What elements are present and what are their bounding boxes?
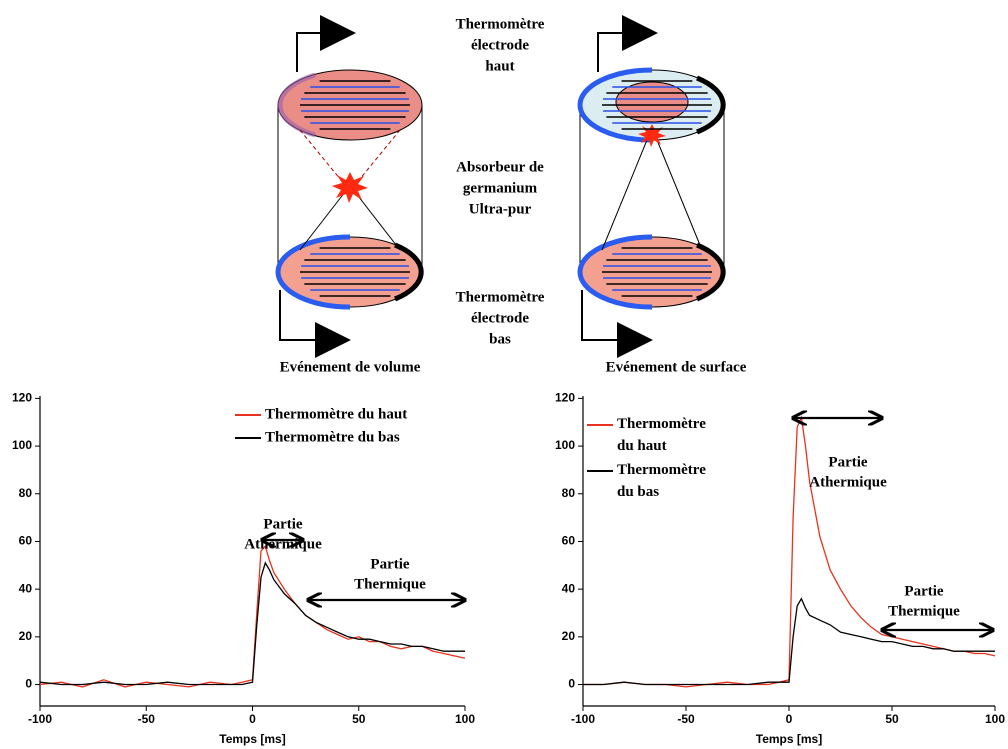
diagram-label: Thermomètre xyxy=(456,16,545,32)
annotation: Thermique xyxy=(354,576,426,592)
diagram-label: Absorbeur de xyxy=(456,159,544,175)
arc xyxy=(275,234,351,310)
diagram-label: germanium xyxy=(463,180,538,196)
ray xyxy=(354,129,401,186)
legend-label: Thermomètre du haut xyxy=(617,416,706,454)
arc xyxy=(577,234,653,310)
wire xyxy=(296,32,320,72)
arc xyxy=(696,242,726,302)
heated-zone xyxy=(615,81,689,123)
x-axis-label: Temps [ms] xyxy=(219,732,285,746)
annotation: Partie xyxy=(828,454,867,470)
y-tick-label: 0 xyxy=(568,677,575,691)
annotation: Athermique xyxy=(244,536,322,552)
arc xyxy=(277,72,316,138)
x-tick-label: 50 xyxy=(352,712,366,726)
diagram-label: Thermomètre xyxy=(456,289,545,305)
caption: Evénement de surface xyxy=(606,359,747,375)
amplifier xyxy=(622,15,658,51)
diagram-label: électrode xyxy=(471,37,529,53)
annotation: Partie xyxy=(263,516,302,532)
y-tick-label: 60 xyxy=(19,534,33,548)
x-tick-label: 0 xyxy=(249,712,256,726)
y-tick-label: 120 xyxy=(555,391,575,405)
x-tick-label: -100 xyxy=(28,712,52,726)
annotation: Partie xyxy=(904,583,943,599)
series-line xyxy=(583,597,995,686)
x-tick-label: 0 xyxy=(786,712,793,726)
ray xyxy=(299,129,346,186)
y-tick-label: 20 xyxy=(19,629,33,643)
annotation: Athermique xyxy=(809,474,887,490)
ray xyxy=(299,191,346,251)
arc xyxy=(577,67,653,143)
y-tick-label: 40 xyxy=(562,581,576,595)
wire xyxy=(581,290,617,341)
amplifier xyxy=(617,322,653,358)
ray xyxy=(354,191,401,251)
series-line xyxy=(39,544,466,688)
x-tick-label: 100 xyxy=(985,712,1005,726)
y-tick-label: 60 xyxy=(562,534,576,548)
x-tick-label: -100 xyxy=(571,712,595,726)
annotation: Thermique xyxy=(888,603,960,619)
y-tick-label: 100 xyxy=(12,438,32,452)
x-tick-label: 100 xyxy=(455,712,475,726)
series-line xyxy=(583,415,996,688)
chart: 0 20 40 60 80 100 120 -100 -50 0 50 100 Temps [ms] Th… xyxy=(555,391,1005,747)
diagram-label: bas xyxy=(489,331,511,347)
y-tick-label: 100 xyxy=(555,438,575,452)
y-tick-label: 0 xyxy=(25,677,32,691)
caption: Evénement de volume xyxy=(280,359,421,375)
arc xyxy=(394,242,424,302)
ray xyxy=(601,139,648,251)
arc xyxy=(696,75,726,135)
event xyxy=(332,172,368,203)
y-tick-label: 80 xyxy=(19,486,33,500)
diagram-label: haut xyxy=(485,58,514,74)
y-tick-label: 120 xyxy=(12,391,32,405)
legend-label: Thermomètre du bas xyxy=(617,462,706,500)
wire xyxy=(279,290,315,341)
wire xyxy=(597,32,622,72)
amplifier xyxy=(320,15,356,51)
annotation: Partie xyxy=(370,556,409,572)
series-line xyxy=(39,561,465,686)
y-tick-label: 40 xyxy=(19,581,33,595)
x-tick-label: -50 xyxy=(677,712,695,726)
y-tick-label: 20 xyxy=(562,629,576,643)
y-tick-label: 80 xyxy=(562,486,576,500)
ray xyxy=(656,139,703,251)
x-axis-label: Temps [ms] xyxy=(756,732,822,746)
x-tick-label: -50 xyxy=(138,712,156,726)
diagram-label: électrode xyxy=(471,310,529,326)
amplifier xyxy=(315,322,351,358)
chart: 0 20 40 60 80 100 120 -100 -50 0 50 100 Temps [ms] Th… xyxy=(12,391,475,747)
legend-label: Thermomètre du bas xyxy=(265,429,400,445)
x-tick-label: 50 xyxy=(885,712,899,726)
diagram-label: Ultra-pur xyxy=(469,201,532,217)
legend-label: Thermomètre du haut xyxy=(265,406,407,422)
